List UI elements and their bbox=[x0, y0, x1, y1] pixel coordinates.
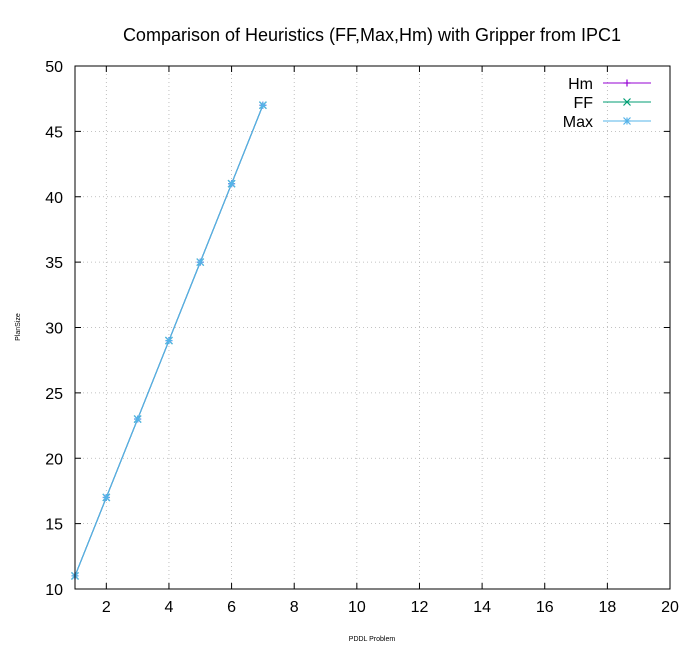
x-tick-label: 16 bbox=[536, 599, 554, 616]
y-tick-label: 40 bbox=[45, 190, 63, 207]
chart-title: Comparison of Heuristics (FF,Max,Hm) wit… bbox=[123, 25, 621, 45]
y-tick-label: 15 bbox=[45, 517, 63, 534]
x-tick-label: 20 bbox=[661, 599, 679, 616]
y-tick-label: 20 bbox=[45, 451, 63, 468]
x-tick-label: 6 bbox=[227, 599, 236, 616]
legend-label: FF bbox=[573, 95, 593, 112]
data-point bbox=[165, 336, 173, 345]
y-tick-label: 35 bbox=[45, 255, 63, 272]
legend-item-max: Max bbox=[563, 114, 651, 131]
y-tick-label: 25 bbox=[45, 386, 63, 403]
x-tick-label: 10 bbox=[348, 599, 366, 616]
legend-item-ff: FF bbox=[573, 95, 651, 112]
legend: Hm FF Max bbox=[563, 76, 651, 131]
x-tick-label: 4 bbox=[164, 599, 173, 616]
data-point bbox=[258, 101, 267, 110]
tick-labels: 10 15 20 25 30 35 40 45 50 2 4 6 8 10 12 14 16 18 20 bbox=[45, 59, 679, 616]
x-tick-label: 14 bbox=[473, 599, 491, 616]
legend-label: Max bbox=[563, 114, 593, 131]
y-tick-label: 45 bbox=[45, 124, 63, 141]
legend-marker bbox=[623, 98, 631, 106]
data-point bbox=[133, 415, 142, 423]
grid bbox=[75, 65, 671, 590]
data-point bbox=[102, 493, 111, 502]
legend-marker bbox=[623, 117, 631, 125]
data-point bbox=[196, 258, 205, 267]
x-axis-label: PDDL Problem bbox=[349, 636, 396, 643]
x-tick-label: 12 bbox=[411, 599, 429, 616]
y-axis-label: PlanSize bbox=[15, 313, 22, 341]
y-tick-label: 10 bbox=[45, 582, 63, 599]
series-group bbox=[71, 101, 267, 580]
legend-marker bbox=[623, 79, 631, 87]
x-tick-label: 2 bbox=[102, 599, 111, 616]
series-max bbox=[71, 101, 267, 580]
x-tick-label: 8 bbox=[290, 599, 299, 616]
y-tick-label: 50 bbox=[45, 59, 63, 76]
legend-label: Hm bbox=[568, 76, 593, 93]
legend-item-hm: Hm bbox=[568, 76, 651, 93]
data-point bbox=[227, 179, 236, 188]
plot-frame bbox=[74, 65, 671, 590]
x-tick-label: 18 bbox=[598, 599, 616, 616]
y-tick-label: 30 bbox=[45, 321, 63, 338]
